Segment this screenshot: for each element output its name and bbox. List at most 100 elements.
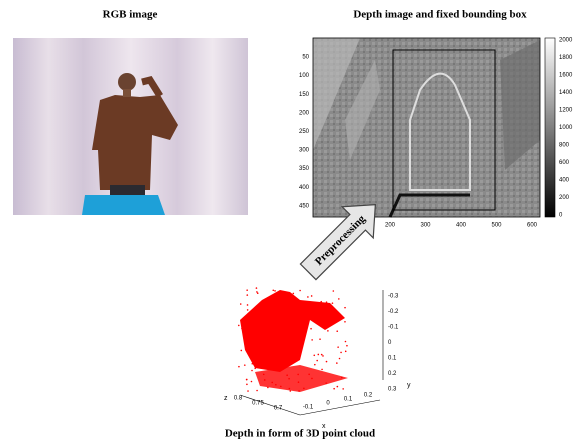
cloud-point <box>307 296 309 298</box>
y-tick-label: 100 <box>299 73 310 79</box>
cloud-point <box>338 298 340 300</box>
cloud-point <box>333 388 335 390</box>
cloud-point <box>263 364 265 366</box>
cloud-point <box>286 339 288 341</box>
cloud-title: Depth in form of 3D point cloud <box>225 428 375 440</box>
cloud-point <box>291 330 293 332</box>
cloud-point <box>251 381 253 383</box>
x-tick-label: 500 <box>491 223 502 229</box>
cloud-point <box>310 328 312 330</box>
colorbar-tick-label: 800 <box>559 143 570 149</box>
cloud-point <box>238 366 240 368</box>
y-tick-label: 200 <box>299 110 310 116</box>
z-tick-label: 0.8 <box>234 396 243 402</box>
cloud-point <box>288 345 290 347</box>
cloud-point <box>303 388 305 390</box>
cloud-point <box>287 311 289 313</box>
y-tick-label: 0.3 <box>388 387 397 393</box>
cloud-point <box>345 341 347 343</box>
cloud-point <box>299 290 301 292</box>
cloud-point <box>311 378 313 380</box>
cloud-point <box>273 324 275 326</box>
cloud-point <box>247 390 249 392</box>
cloud-point <box>277 324 279 326</box>
cloud-point <box>263 353 265 355</box>
y-tick-label: 0.1 <box>388 356 397 362</box>
arrow-label: Preprocessing <box>313 213 368 268</box>
depth-image <box>313 38 555 217</box>
cloud-point <box>261 328 263 330</box>
y-axis-label: y <box>407 382 411 389</box>
cloud-point <box>316 360 318 362</box>
point-cloud <box>238 287 348 392</box>
colorbar-tick-label: 1800 <box>559 55 573 61</box>
y-tick-label: 450 <box>299 203 310 209</box>
z-tick-label: 0.7 <box>274 406 283 412</box>
x-tick-label: 300 <box>420 223 431 229</box>
cloud-point <box>251 333 253 335</box>
cloud-point <box>282 340 284 342</box>
cloud-point <box>276 311 278 313</box>
colorbar-tick-label: 1600 <box>559 73 573 79</box>
cloud-point <box>244 364 246 366</box>
cloud-point <box>321 354 323 356</box>
rgb-image <box>13 38 248 215</box>
colorbar-tick-label: 1200 <box>559 108 573 114</box>
cloud-point <box>293 293 295 295</box>
cloud-point <box>243 326 245 328</box>
cloud-point <box>320 301 322 303</box>
cloud-point <box>322 355 324 357</box>
cloud-point <box>336 330 338 332</box>
cloud-point <box>297 316 299 318</box>
cloud-point <box>304 328 306 330</box>
cloud-point <box>337 386 339 388</box>
cloud-point <box>257 292 259 294</box>
cloud-point <box>280 386 282 388</box>
y-tick-label: 300 <box>299 148 310 154</box>
cloud-point <box>290 312 292 314</box>
cloud-point <box>332 302 334 304</box>
cloud-point <box>267 387 269 389</box>
cloud-point <box>342 388 344 390</box>
cloud-point <box>286 374 288 376</box>
cloud-point <box>281 291 283 293</box>
cloud-point <box>296 331 298 333</box>
colorbar-tick-label: 200 <box>559 195 570 201</box>
cloud-point <box>287 295 289 297</box>
cloud-point <box>344 307 346 309</box>
cloud-point <box>297 374 299 376</box>
cloud-point <box>339 358 341 360</box>
cloud-point <box>254 368 256 370</box>
cloud-point <box>241 328 243 330</box>
cloud-point <box>267 312 269 314</box>
depth-title: Depth image and fixed bounding box <box>353 9 527 21</box>
cloud-point <box>251 370 253 372</box>
cloud-point <box>312 316 314 318</box>
cloud-point <box>288 297 290 299</box>
cloud-point <box>345 351 347 353</box>
cloud-point <box>327 330 329 332</box>
cloud-point <box>264 379 266 381</box>
figure: RGB image Depth image and fixed bounding… <box>0 0 578 444</box>
x-tick-label: 0 <box>326 401 330 407</box>
cloud-point <box>250 313 252 315</box>
colorbar-tick-label: 2000 <box>559 38 573 44</box>
cloud-point <box>325 382 327 384</box>
cloud-point <box>313 305 315 307</box>
cloud-point <box>246 294 248 296</box>
cloud-point <box>256 287 258 289</box>
cloud-point <box>252 362 254 364</box>
colorbar-tick-label: 1400 <box>559 90 573 96</box>
cloud-point <box>293 360 295 362</box>
cloud-point <box>246 289 248 291</box>
cloud-point <box>300 338 302 340</box>
cloud-point <box>247 309 249 311</box>
cloud-point <box>341 377 343 379</box>
cloud-point <box>298 390 300 392</box>
cloud-point <box>258 356 260 358</box>
cloud-point <box>311 339 313 341</box>
x-tick-label: 400 <box>456 223 467 229</box>
cloud-point <box>269 338 271 340</box>
cloud-point <box>263 318 265 320</box>
cloud-point <box>336 362 338 364</box>
